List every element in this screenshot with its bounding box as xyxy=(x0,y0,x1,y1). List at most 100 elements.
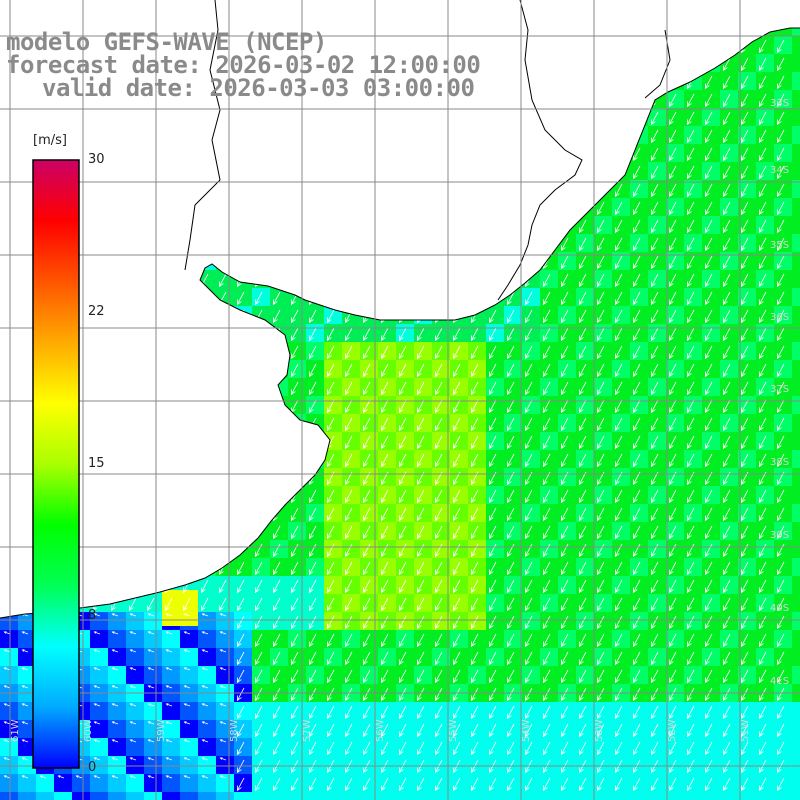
wind-arrow xyxy=(309,579,317,593)
wind-speed-cell xyxy=(756,360,774,378)
wind-arrow-head xyxy=(507,425,512,432)
wind-arrow-head xyxy=(579,605,584,612)
wind-speed-cell xyxy=(702,162,720,180)
wind-speed-cell xyxy=(450,468,468,486)
wind-arrow-head xyxy=(579,299,584,306)
wind-arrow-head xyxy=(741,371,746,378)
wind-arrow xyxy=(633,525,641,539)
wind-speed-cell xyxy=(324,558,342,576)
wind-arrow xyxy=(327,579,335,593)
wind-arrow xyxy=(507,543,515,557)
wind-arrow xyxy=(579,327,587,341)
wind-speed-cell xyxy=(432,540,450,558)
wind-speed-cell xyxy=(792,468,800,486)
wind-arrow-head xyxy=(687,353,692,360)
wind-speed-cell xyxy=(666,432,684,450)
wind-arrow xyxy=(777,615,785,629)
wind-speed-cell xyxy=(324,414,342,432)
wind-arrow-head xyxy=(669,317,674,324)
wind-arrow xyxy=(687,525,695,539)
wind-arrow xyxy=(507,615,515,629)
wind-speed-cell xyxy=(648,504,666,522)
wind-arrow xyxy=(327,399,335,413)
wind-arrow-head xyxy=(615,569,620,576)
wind-speed-cell xyxy=(648,450,666,468)
wind-speed-cell xyxy=(738,414,756,432)
wind-arrow xyxy=(741,147,749,161)
wind-speed-cell xyxy=(738,198,756,216)
wind-speed-cell xyxy=(450,432,468,450)
wind-arrow-head xyxy=(687,299,692,306)
wind-speed-cell xyxy=(522,630,540,648)
wind-speed-cell xyxy=(720,558,738,576)
wind-speed-cell xyxy=(756,198,774,216)
wind-speed-cell xyxy=(108,612,126,630)
wind-speed-cell xyxy=(540,702,558,720)
wind-arrow xyxy=(651,363,659,377)
wind-speed-cell xyxy=(468,738,486,756)
wind-speed-cell xyxy=(252,756,270,774)
wind-arrow-head xyxy=(741,209,746,216)
wind-arrow-head xyxy=(399,353,404,360)
wind-speed-cell xyxy=(684,270,702,288)
wind-arrow-head xyxy=(345,425,350,432)
wind-arrow-head xyxy=(381,623,386,630)
wind-arrow xyxy=(381,435,389,449)
wind-arrow xyxy=(705,111,713,125)
wind-speed-cell xyxy=(792,360,800,378)
wind-speed-cell xyxy=(666,306,684,324)
wind-arrow-head xyxy=(489,479,494,486)
wind-speed-cell xyxy=(558,630,576,648)
wind-arrow xyxy=(579,399,587,413)
wind-speed-cell xyxy=(414,342,432,360)
wind-arrow-head xyxy=(633,533,638,540)
wind-arrow-head xyxy=(687,497,692,504)
wind-arrow xyxy=(669,579,677,593)
wind-arrow-head xyxy=(3,631,7,634)
wind-speed-cell xyxy=(756,756,774,774)
wind-arrow-head xyxy=(381,533,386,540)
wind-arrow-head xyxy=(705,83,710,90)
wind-arrow xyxy=(489,633,497,647)
wind-arrow xyxy=(777,453,785,467)
wind-speed-cell xyxy=(288,558,306,576)
wind-speed-cell xyxy=(774,180,792,198)
wind-arrow-head xyxy=(435,371,440,378)
wind-arrow-head xyxy=(741,335,746,342)
wind-arrow xyxy=(417,381,425,395)
wind-arrow xyxy=(777,57,785,71)
wind-speed-cell xyxy=(738,72,756,90)
wind-speed-cell xyxy=(288,666,306,684)
wind-speed-cell xyxy=(684,774,702,792)
wind-arrow-head xyxy=(615,191,620,198)
wind-speed-cell xyxy=(378,414,396,432)
wind-speed-cell xyxy=(198,756,216,774)
wind-arrow xyxy=(741,597,749,611)
wind-speed-cell xyxy=(792,720,800,738)
wind-arrow-head xyxy=(651,569,656,576)
wind-arrow xyxy=(597,399,605,413)
wind-arrow xyxy=(597,381,605,395)
wind-arrow-head xyxy=(507,299,512,306)
wind-arrow xyxy=(615,525,623,539)
wind-arrow-head xyxy=(471,587,476,594)
wind-speed-cell xyxy=(738,216,756,234)
wind-speed-cell xyxy=(270,666,288,684)
wind-speed-cell xyxy=(792,612,800,630)
wind-arrow xyxy=(777,381,785,395)
wind-arrow xyxy=(381,579,389,593)
wind-speed-cell xyxy=(792,666,800,684)
wind-speed-cell xyxy=(702,90,720,108)
wind-speed-cell xyxy=(792,558,800,576)
wind-arrow xyxy=(543,615,551,629)
wind-arrow xyxy=(651,309,659,323)
wind-speed-cell xyxy=(702,108,720,126)
wind-speed-cell xyxy=(414,666,432,684)
wind-speed-cell xyxy=(306,486,324,504)
wind-arrow-head xyxy=(399,551,404,558)
wind-speed-cell xyxy=(504,576,522,594)
wind-arrow xyxy=(525,489,533,503)
wind-speed-cell xyxy=(702,702,720,720)
wind-arrow xyxy=(543,633,551,647)
wind-speed-cell xyxy=(756,486,774,504)
